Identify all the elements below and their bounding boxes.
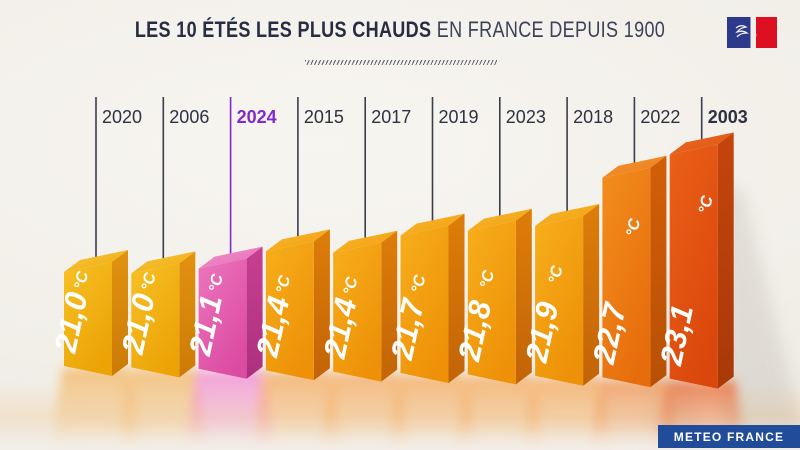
bar-side-face (583, 204, 600, 386)
year-label: 2020 (102, 107, 142, 127)
bar-side-face (717, 132, 734, 389)
bar-side-face (112, 250, 128, 376)
bar-side-face (179, 251, 196, 378)
bar-top-face (669, 132, 734, 155)
bar-side-face (246, 246, 263, 379)
year-label: 2022 (640, 107, 680, 127)
year-label: 2024 (237, 107, 277, 127)
bar-front-face (131, 263, 180, 378)
year-label: 2003 (708, 107, 748, 127)
bar-front-face (265, 241, 314, 381)
bar-top-face (198, 246, 263, 269)
bar-front-face (467, 220, 516, 385)
bar-top-face (64, 250, 128, 272)
bar-side-face (515, 208, 532, 385)
logo-red-block (756, 17, 777, 48)
bar-top-face (467, 208, 532, 231)
bar-shadow (714, 178, 800, 443)
bar-side-face (448, 213, 465, 383)
title-sub: EN FRANCE DEPUIS 1900 (436, 17, 666, 42)
year-label: 2006 (169, 107, 209, 127)
brand-label: METEO FRANCE (673, 429, 785, 444)
bar-side-face (313, 229, 330, 381)
bar-top-face (265, 229, 330, 252)
year-label: 2019 (439, 107, 479, 127)
bar-front-face (400, 225, 449, 383)
year-label: 2023 (506, 107, 546, 127)
title-main: LES 10 ÉTÉS LES PLUS CHAUDS (134, 17, 432, 42)
bar-front-face (64, 262, 112, 376)
bar-top-face (535, 204, 600, 226)
logo-blue-block (727, 17, 751, 48)
republique-francaise-logo (727, 17, 777, 48)
meteo-france-badge: METEO FRANCE (658, 425, 800, 448)
bar-front-face (669, 144, 718, 389)
liberty-ribbon-icon (735, 25, 749, 38)
hatch-divider (305, 60, 497, 65)
bar-top-face (131, 251, 196, 274)
marianne-profile-icon (750, 21, 757, 42)
bar-front-face (198, 258, 247, 379)
year-label: 2015 (304, 107, 344, 127)
bar-side-face (381, 230, 398, 382)
bar-top-face (400, 213, 465, 236)
year-label: 2017 (371, 107, 411, 127)
bar-front-face (535, 216, 584, 386)
bar-top-face (602, 155, 667, 178)
page-title: LES 10 ÉTÉS LES PLUS CHAUDS EN FRANCE DE… (72, 17, 728, 43)
year-label: 2018 (573, 107, 613, 127)
bar-top-face (333, 230, 398, 253)
bar-front-face (602, 167, 651, 388)
bar-front-face (333, 242, 382, 382)
bottom-fade (0, 428, 800, 450)
bar-side-face (650, 155, 667, 388)
